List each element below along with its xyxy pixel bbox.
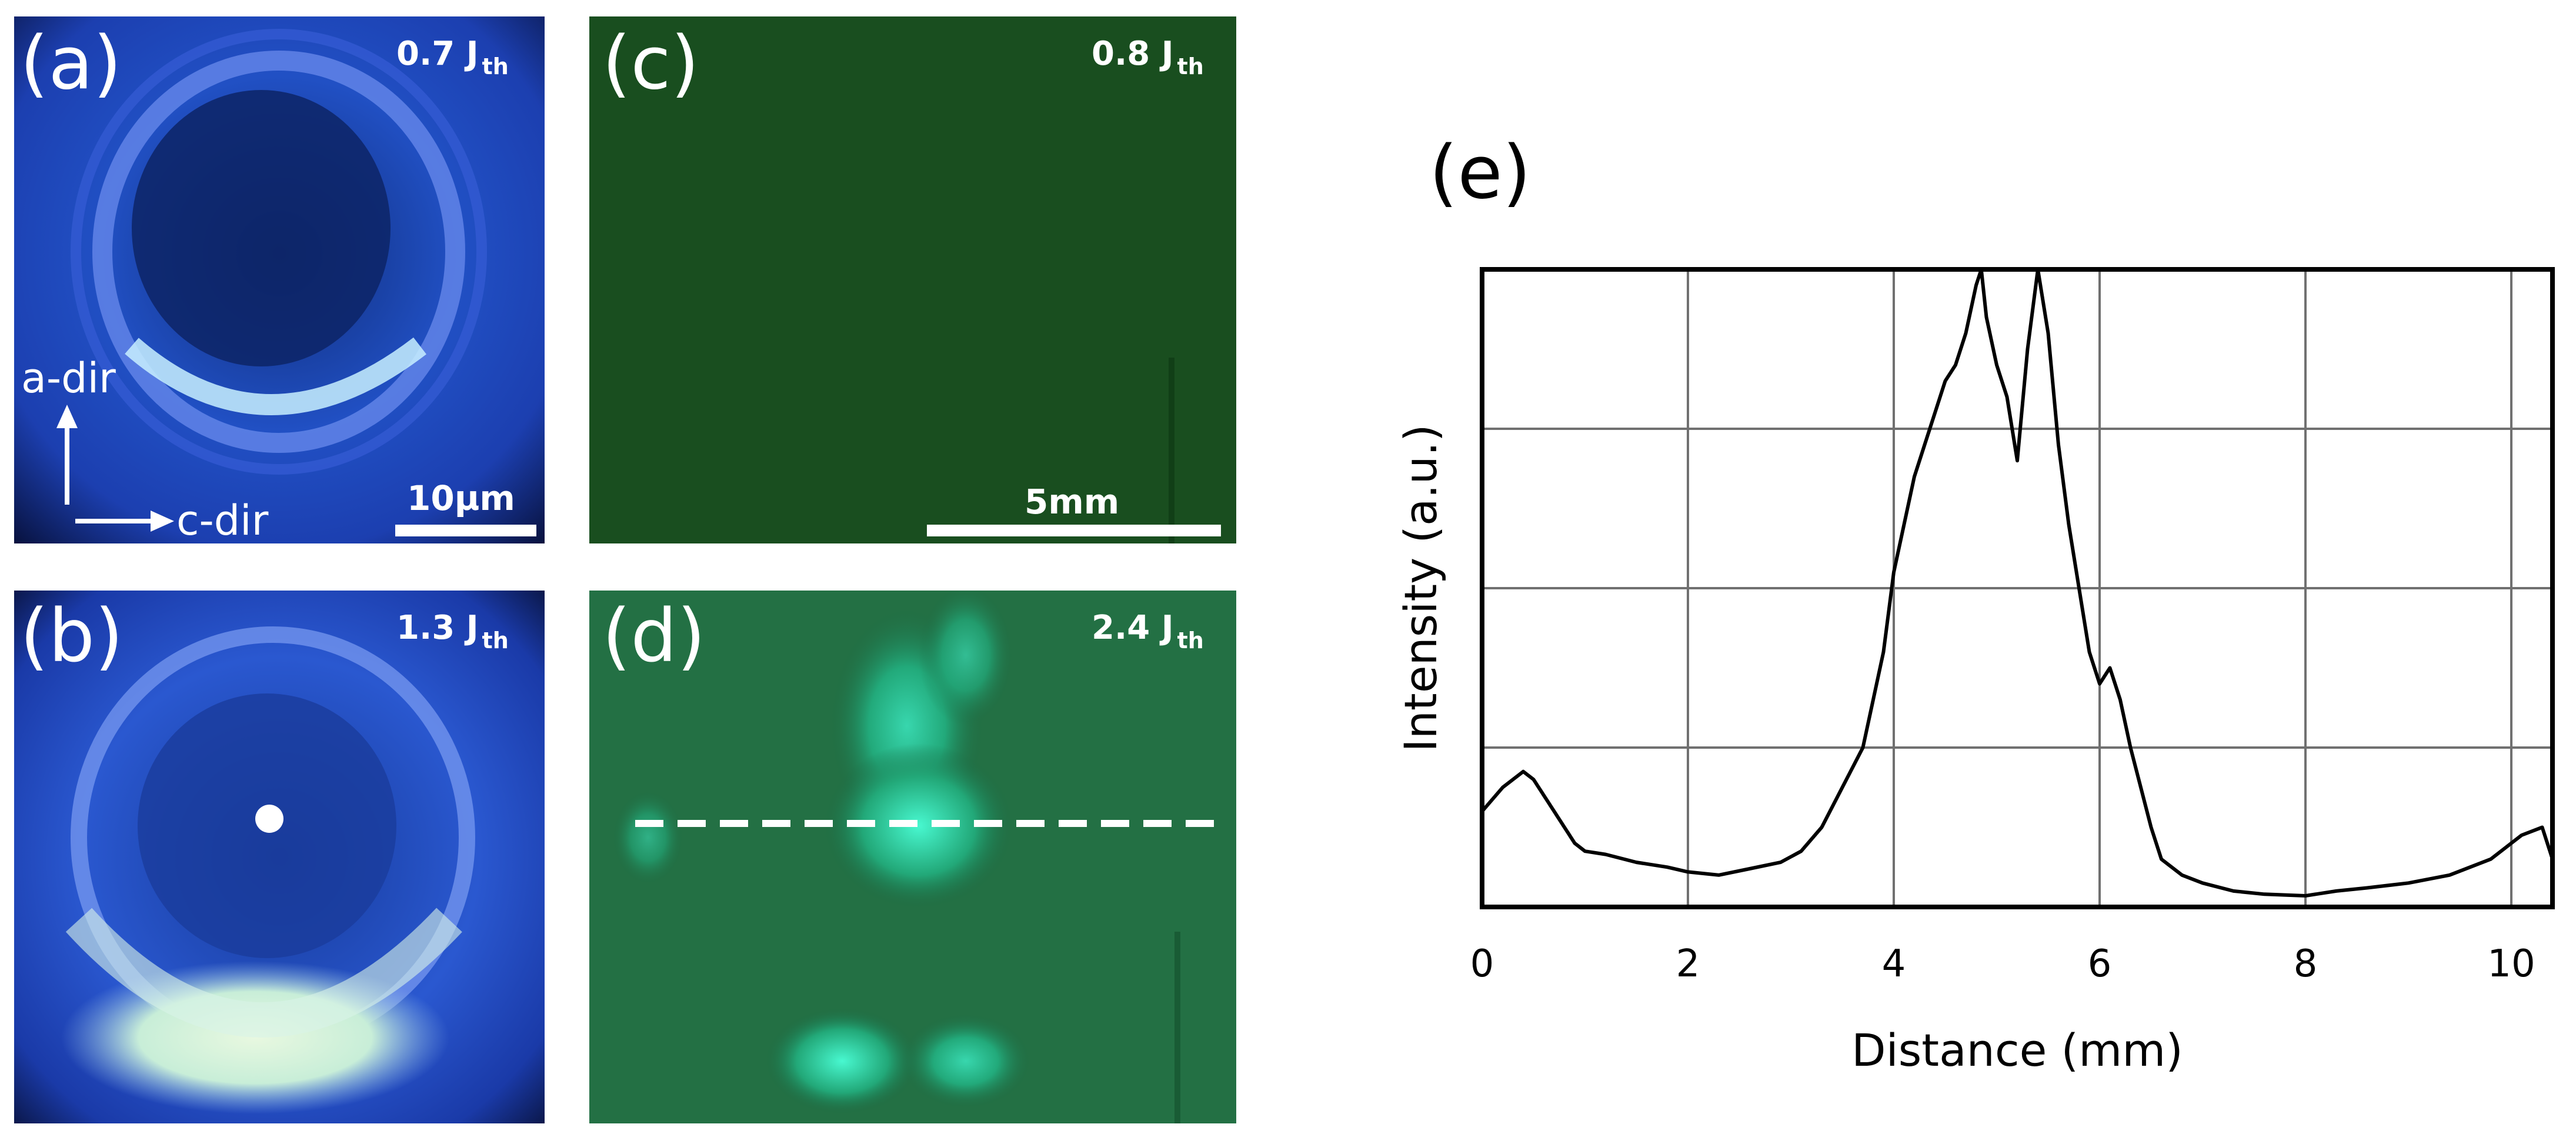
a-direction-label: a-dir [21,354,116,402]
intensity-line [1480,268,2554,898]
panel-b-current-unit: J [466,609,479,647]
panel-d-current-unit: J [1161,609,1174,647]
chart-grid [1482,269,2552,907]
panel-a-current-sub: th [482,54,509,79]
panel-b-microscope-image [14,591,545,1123]
panel-b-current-value: 1.3 [396,609,455,647]
intensity-profile-chart: 0 2 4 6 8 10 Distance (mm) Intensity (a.u.) [1394,267,2555,1076]
panel-c-scale-bar [927,525,1221,536]
panel-b-current-sub: th [482,628,509,653]
panel-d-current-sub: th [1177,628,1204,653]
panel-a-current-value: 0.7 [396,35,455,73]
panel-d-label: (d) [602,594,706,679]
panel-c-current-sub: th [1177,54,1204,79]
panel-c-scale-label: 5mm [1025,482,1120,522]
y-axis-label: Intensity (a.u.) [1394,424,1447,752]
panel-b-label: (b) [20,594,124,679]
panel-c-current-value: 0.8 [1092,35,1150,73]
panel-a-current-unit: J [466,35,479,73]
c-direction-label: c-dir [176,496,269,543]
x-tick-label: 4 [1882,942,1906,986]
panel-d-current-value: 2.4 [1092,609,1150,647]
x-axis-label: Distance (mm) [1851,1024,2183,1076]
chart-series [1480,268,2554,898]
x-tick-label: 0 [1470,942,1494,986]
panel-a-scale-bar [395,525,536,536]
x-tick-label: 6 [2088,942,2112,986]
x-tick-label: 10 [2487,942,2535,986]
panel-e-label: (e) [1429,131,1531,215]
panel-a-label: (a) [20,21,122,106]
panel-a-scale-label: 10µm [407,478,515,518]
panel-c-camera-image [589,16,1236,543]
x-tick-label: 8 [2294,942,2318,986]
panel-c-current-unit: J [1161,35,1174,73]
plot-frame [1480,267,2555,909]
panel-d-camera-image [589,591,1236,1123]
x-tick-label: 2 [1676,942,1700,986]
x-tick-labels: 0 2 4 6 8 10 [1470,942,2535,986]
panel-a-microscope-image [14,16,545,543]
panel-c-label: (c) [602,21,699,106]
